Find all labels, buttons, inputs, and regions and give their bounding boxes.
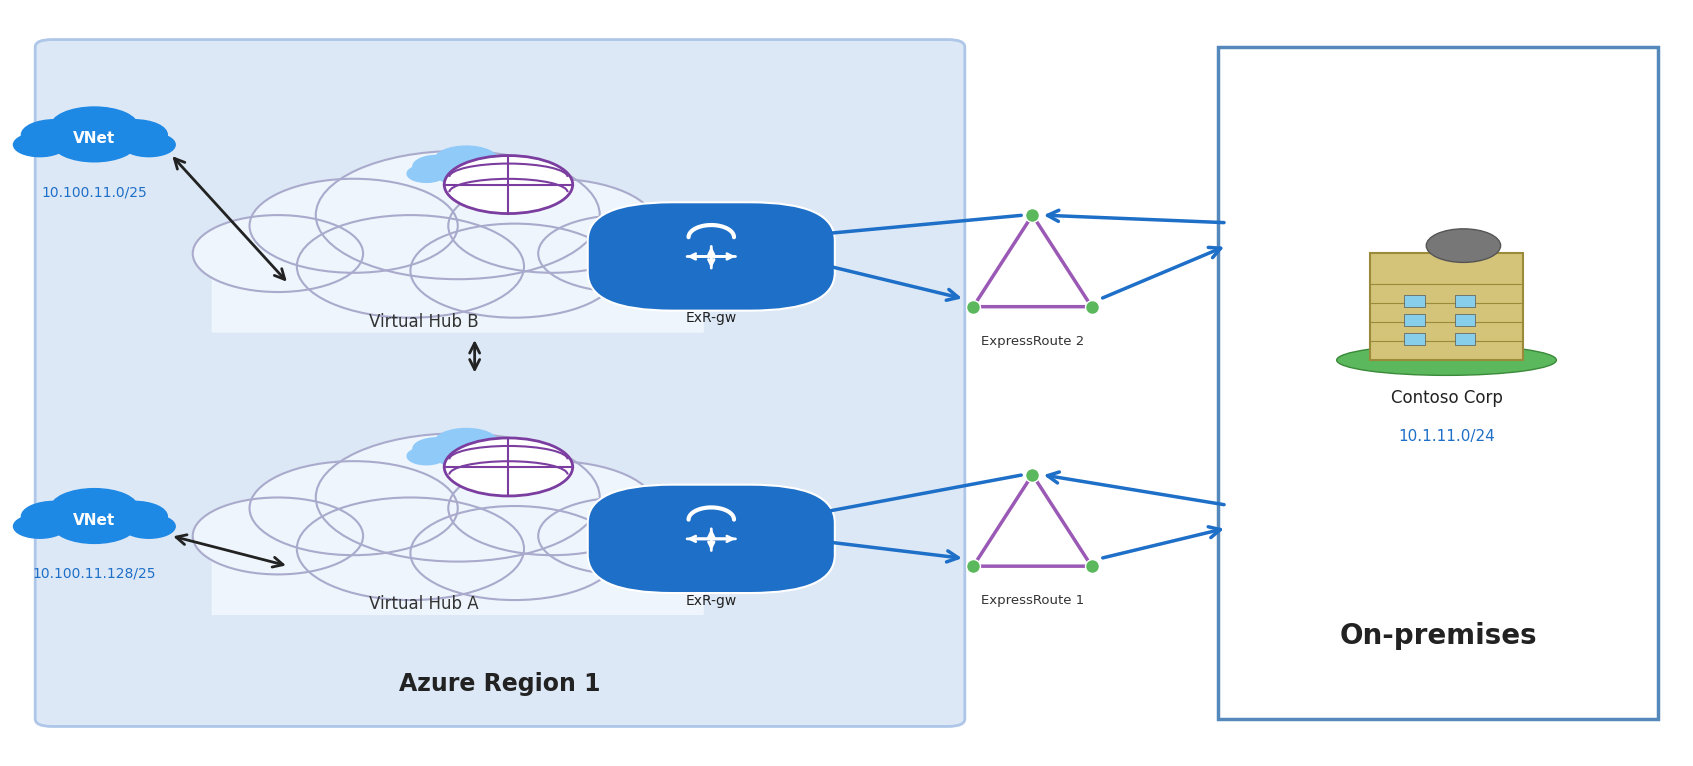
Text: Azure Region 1: Azure Region 1 bbox=[400, 672, 601, 696]
FancyBboxPatch shape bbox=[1403, 314, 1424, 326]
Circle shape bbox=[435, 440, 498, 469]
Circle shape bbox=[410, 506, 618, 600]
Text: ExpressRoute 2: ExpressRoute 2 bbox=[980, 335, 1084, 348]
Circle shape bbox=[444, 438, 572, 496]
Text: VNet: VNet bbox=[73, 131, 115, 146]
Circle shape bbox=[51, 489, 139, 529]
Text: 10.1.11.0/24: 10.1.11.0/24 bbox=[1398, 429, 1495, 444]
Text: ExR-gw: ExR-gw bbox=[686, 594, 736, 607]
FancyBboxPatch shape bbox=[1454, 295, 1475, 306]
Circle shape bbox=[52, 506, 137, 543]
Circle shape bbox=[249, 461, 457, 555]
Circle shape bbox=[410, 224, 618, 318]
Circle shape bbox=[449, 461, 657, 555]
Circle shape bbox=[488, 447, 525, 465]
Text: ExR-gw: ExR-gw bbox=[686, 311, 736, 325]
Circle shape bbox=[538, 215, 709, 292]
Circle shape bbox=[317, 434, 599, 561]
Circle shape bbox=[122, 133, 174, 156]
Circle shape bbox=[471, 437, 520, 460]
Circle shape bbox=[488, 165, 525, 182]
Text: On-premises: On-premises bbox=[1339, 622, 1537, 650]
Text: VNet: VNet bbox=[73, 513, 115, 528]
Circle shape bbox=[406, 447, 445, 465]
Circle shape bbox=[22, 119, 88, 150]
Circle shape bbox=[193, 497, 362, 574]
Circle shape bbox=[296, 497, 525, 600]
Circle shape bbox=[538, 497, 709, 574]
Text: Contoso Corp: Contoso Corp bbox=[1390, 389, 1502, 408]
Circle shape bbox=[122, 515, 174, 538]
FancyBboxPatch shape bbox=[1219, 47, 1657, 719]
Text: Virtual Hub B: Virtual Hub B bbox=[369, 313, 479, 331]
Circle shape bbox=[14, 515, 66, 538]
Circle shape bbox=[449, 178, 657, 273]
Circle shape bbox=[433, 428, 498, 457]
FancyBboxPatch shape bbox=[1403, 295, 1424, 306]
FancyBboxPatch shape bbox=[1403, 333, 1424, 345]
Circle shape bbox=[444, 155, 572, 214]
Circle shape bbox=[193, 215, 362, 292]
Circle shape bbox=[296, 215, 525, 318]
Circle shape bbox=[51, 107, 139, 147]
Text: 10.100.11.0/25: 10.100.11.0/25 bbox=[41, 185, 147, 199]
Ellipse shape bbox=[1337, 345, 1556, 375]
FancyBboxPatch shape bbox=[587, 485, 835, 593]
Circle shape bbox=[413, 437, 462, 460]
Circle shape bbox=[14, 133, 66, 156]
Text: 10.100.11.128/25: 10.100.11.128/25 bbox=[32, 567, 156, 581]
Circle shape bbox=[317, 151, 599, 279]
FancyBboxPatch shape bbox=[1454, 333, 1475, 345]
Circle shape bbox=[52, 123, 137, 162]
Circle shape bbox=[100, 119, 168, 150]
Circle shape bbox=[1426, 229, 1500, 263]
Text: ExpressRoute 1: ExpressRoute 1 bbox=[980, 594, 1084, 607]
Circle shape bbox=[22, 501, 88, 532]
Circle shape bbox=[249, 178, 457, 273]
Text: Virtual Hub A: Virtual Hub A bbox=[369, 595, 479, 614]
Circle shape bbox=[100, 501, 168, 532]
FancyBboxPatch shape bbox=[36, 40, 965, 726]
Circle shape bbox=[413, 155, 462, 178]
Circle shape bbox=[435, 159, 498, 186]
Circle shape bbox=[406, 165, 445, 182]
FancyBboxPatch shape bbox=[212, 258, 704, 332]
Circle shape bbox=[433, 146, 498, 175]
FancyBboxPatch shape bbox=[587, 202, 835, 311]
FancyBboxPatch shape bbox=[1370, 254, 1522, 360]
FancyBboxPatch shape bbox=[1454, 314, 1475, 326]
Circle shape bbox=[471, 155, 520, 178]
FancyBboxPatch shape bbox=[212, 540, 704, 615]
